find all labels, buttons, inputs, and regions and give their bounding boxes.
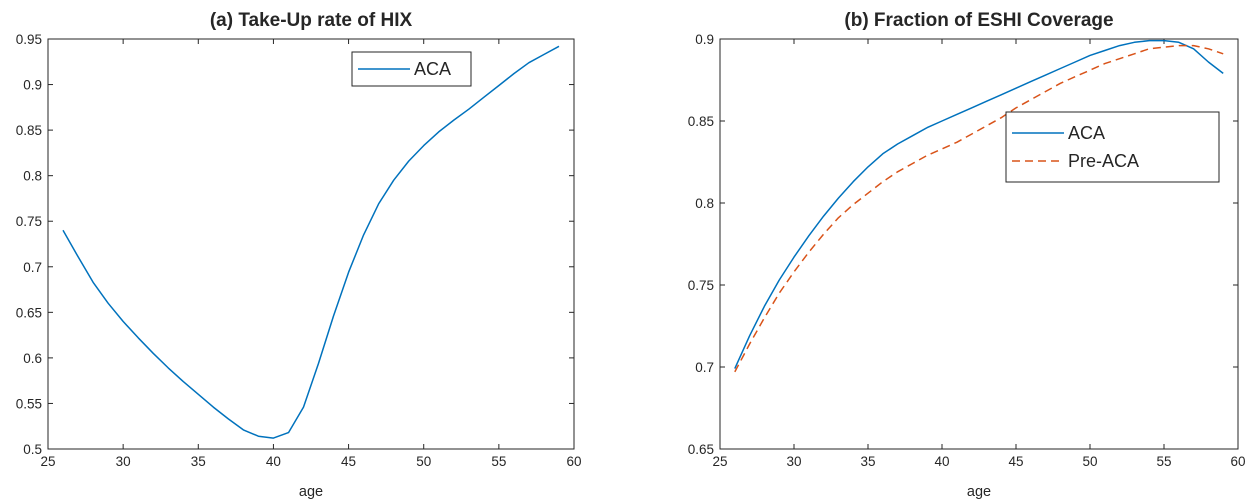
x-axis-label: age	[967, 484, 991, 500]
legend: ACA Pre-ACA	[1005, 111, 1220, 183]
legend-box	[1005, 111, 1220, 183]
y-tick-label: 0.85	[688, 114, 714, 129]
x-tick-label: 40	[266, 454, 281, 469]
x-tick-label: 45	[341, 454, 356, 469]
plot-area	[719, 38, 1239, 450]
chart-title: (a) Take-Up rate of HIX	[210, 10, 413, 31]
series-line-pre-aca	[734, 44, 1224, 373]
x-tick-label: 50	[416, 454, 431, 469]
series-line-aca	[734, 39, 1224, 369]
x-tick-label: 25	[40, 454, 55, 469]
y-tick-label: 0.5	[23, 442, 42, 457]
y-tick-label: 0.9	[695, 32, 714, 47]
x-tick-label: 35	[860, 454, 875, 469]
plot-area	[47, 38, 575, 450]
y-tick-label: 0.85	[16, 123, 42, 138]
x-tick-label: 30	[116, 454, 131, 469]
y-tick-label: 0.65	[16, 305, 42, 320]
chart-title: (b) Fraction of ESHI Coverage	[844, 10, 1113, 31]
x-tick-label: 35	[191, 454, 206, 469]
x-tick-label: 60	[1230, 454, 1245, 469]
y-tick-label: 0.9	[23, 78, 42, 93]
x-tick-label: 25	[712, 454, 727, 469]
x-tick-label: 30	[786, 454, 801, 469]
y-tick-label: 0.75	[16, 214, 42, 229]
x-tick-label: 55	[1156, 454, 1171, 469]
y-tick-label: 0.7	[695, 360, 714, 375]
x-tick-label: 45	[1008, 454, 1023, 469]
series-line-aca	[62, 45, 560, 439]
y-tick-label: 0.55	[16, 396, 42, 411]
x-tick-label: 50	[1082, 454, 1097, 469]
y-tick-label: 0.8	[23, 169, 42, 184]
y-tick-label: 0.7	[23, 260, 42, 275]
chart-panel-1: (a) Take-Up rate of HIX 25 30 35 40 45 50 55 60 0…	[16, 10, 582, 500]
x-tick-label: 40	[934, 454, 949, 469]
legend: ACA	[351, 51, 472, 87]
legend-label-aca: ACA	[414, 59, 451, 79]
legend-label-pre-aca: Pre-ACA	[1068, 151, 1139, 171]
x-tick-label: 60	[566, 454, 581, 469]
legend-label-aca: ACA	[1068, 123, 1105, 143]
y-tick-label: 0.75	[688, 278, 714, 293]
y-tick-label: 0.95	[16, 32, 42, 47]
chart-panel-2: (b) Fraction of ESHI Coverage 25 30 35 40 45 5…	[688, 10, 1246, 500]
x-axis-label: age	[299, 484, 323, 500]
y-tick-label: 0.65	[688, 442, 714, 457]
x-tick-label: 55	[491, 454, 506, 469]
y-tick-label: 0.6	[23, 351, 42, 366]
y-tick-label: 0.8	[695, 196, 714, 211]
